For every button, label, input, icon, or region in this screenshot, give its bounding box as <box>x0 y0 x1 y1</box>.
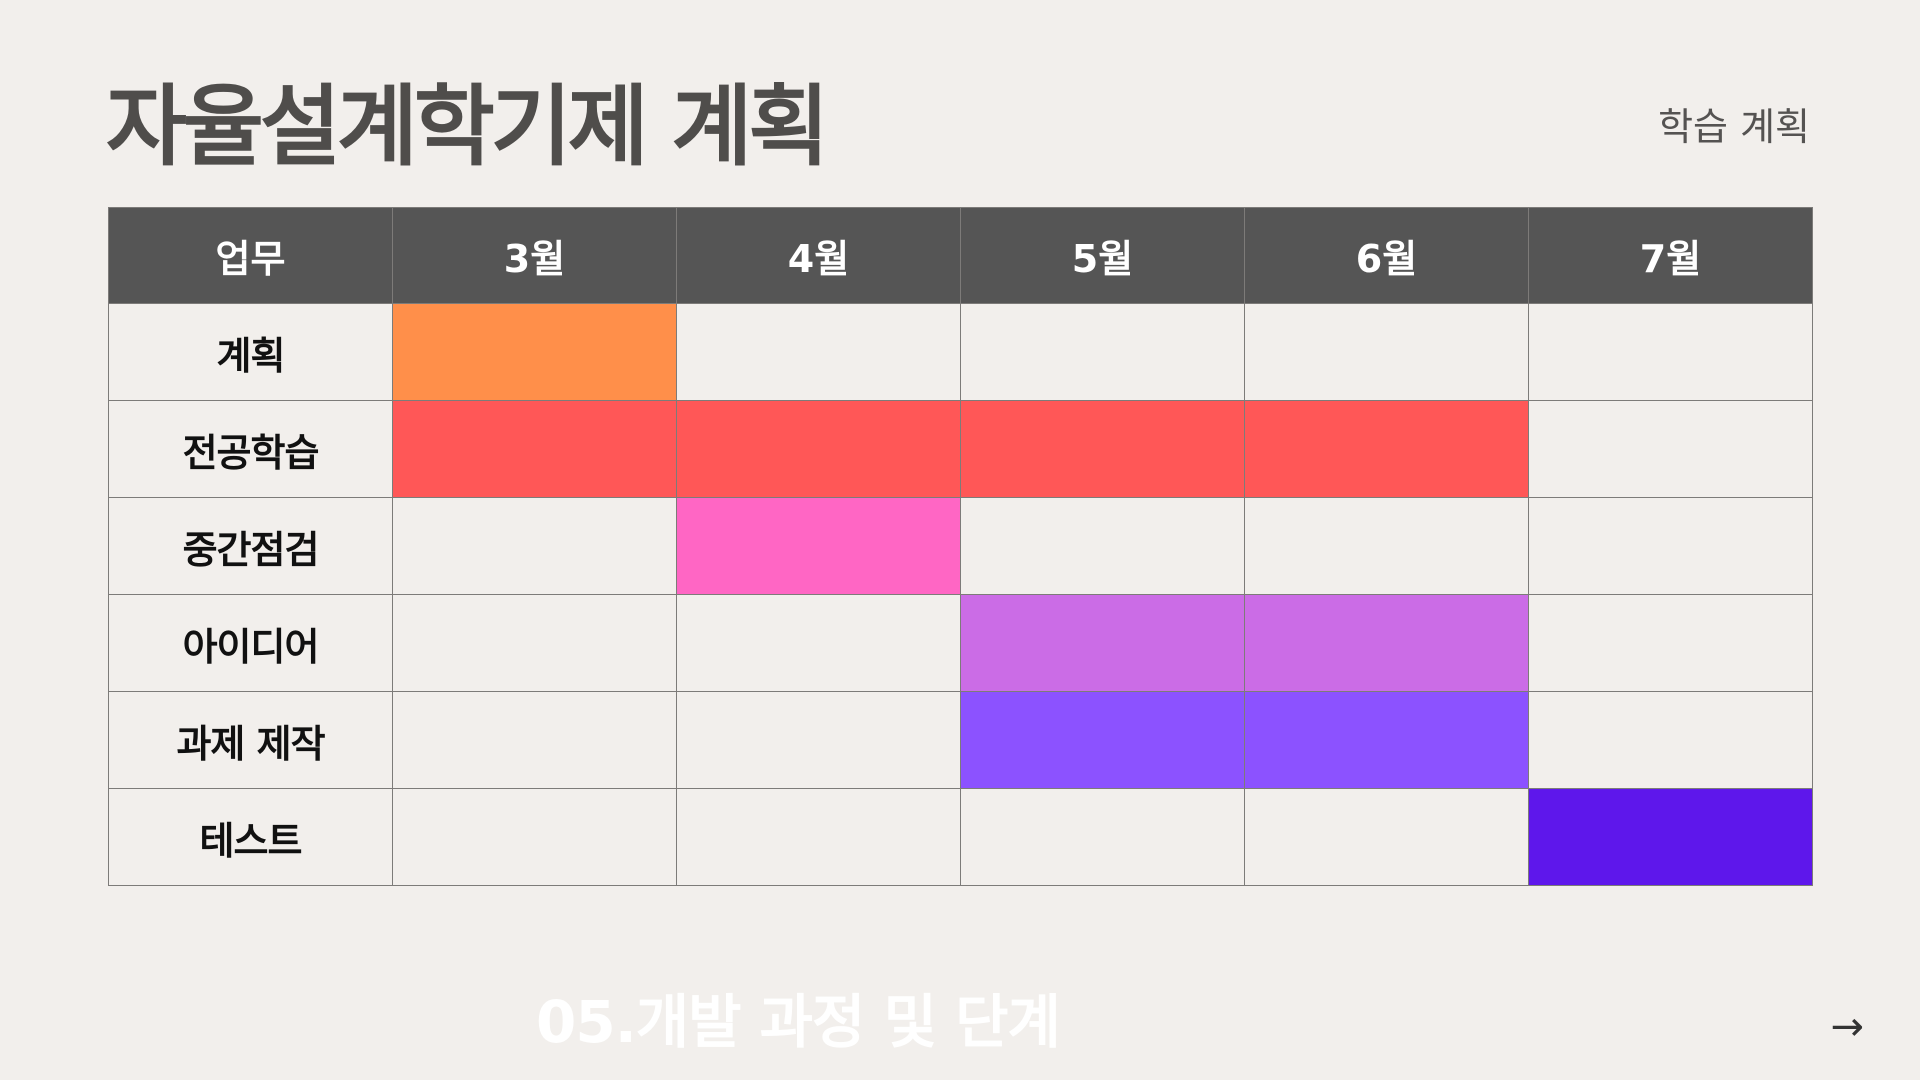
table-header-row: 업무 3월 4월 5월 6월 7월 <box>108 207 1813 304</box>
task-label: 중간점검 <box>108 497 393 595</box>
table-row: 테스트 <box>108 788 1813 886</box>
schedule-cell-empty <box>676 691 961 789</box>
schedule-cell-empty <box>392 788 677 886</box>
schedule-cell-empty <box>1528 691 1813 789</box>
table-row: 아이디어 <box>108 594 1813 692</box>
schedule-cell-empty <box>392 594 677 692</box>
schedule-cell-filled <box>1244 594 1529 692</box>
table-row: 전공학습 <box>108 400 1813 498</box>
schedule-cell-empty <box>960 303 1245 401</box>
schedule-cell-filled <box>960 400 1245 498</box>
column-header-month: 4월 <box>676 207 961 304</box>
column-header-month: 3월 <box>392 207 677 304</box>
table-row: 계획 <box>108 303 1813 401</box>
column-header-month: 5월 <box>960 207 1245 304</box>
schedule-cell-empty <box>392 497 677 595</box>
schedule-cell-empty <box>676 303 961 401</box>
page-title: 자율설계학기제 계획 <box>106 75 829 178</box>
schedule-cell-empty <box>1244 497 1529 595</box>
task-label: 과제 제작 <box>108 691 393 789</box>
schedule-table: 업무 3월 4월 5월 6월 7월 계획 전공학습 중간점검 아이디어 과제 제작 테스트 <box>108 207 1813 886</box>
schedule-cell-filled <box>960 691 1245 789</box>
column-header-month: 7월 <box>1528 207 1813 304</box>
schedule-cell-filled <box>1244 691 1529 789</box>
schedule-cell-filled <box>392 303 677 401</box>
schedule-cell-empty <box>676 594 961 692</box>
next-arrow-icon[interactable]: → <box>1830 1004 1864 1050</box>
task-label: 테스트 <box>108 788 393 886</box>
page-subtitle: 학습 계획 <box>1658 105 1810 149</box>
schedule-cell-empty <box>1528 400 1813 498</box>
task-label: 아이디어 <box>108 594 393 692</box>
column-header-task: 업무 <box>108 207 393 304</box>
schedule-cell-empty <box>960 497 1245 595</box>
schedule-cell-filled <box>676 400 961 498</box>
schedule-cell-filled <box>960 594 1245 692</box>
task-label: 계획 <box>108 303 393 401</box>
schedule-body: 계획 전공학습 중간점검 아이디어 과제 제작 테스트 <box>108 303 1813 886</box>
schedule-cell-empty <box>1528 497 1813 595</box>
section-title: 05.개발 과정 및 단계 <box>536 988 1061 1056</box>
schedule-cell-empty <box>1528 303 1813 401</box>
schedule-cell-filled <box>1528 788 1813 886</box>
table-row: 과제 제작 <box>108 691 1813 789</box>
schedule-cell-empty <box>1244 788 1529 886</box>
schedule-cell-empty <box>1528 594 1813 692</box>
column-header-month: 6월 <box>1244 207 1529 304</box>
schedule-cell-empty <box>960 788 1245 886</box>
schedule-cell-filled <box>1244 400 1529 498</box>
schedule-cell-empty <box>676 788 961 886</box>
schedule-cell-empty <box>392 691 677 789</box>
task-label: 전공학습 <box>108 400 393 498</box>
table-row: 중간점검 <box>108 497 1813 595</box>
schedule-cell-filled <box>392 400 677 498</box>
schedule-cell-filled <box>676 497 961 595</box>
schedule-cell-empty <box>1244 303 1529 401</box>
